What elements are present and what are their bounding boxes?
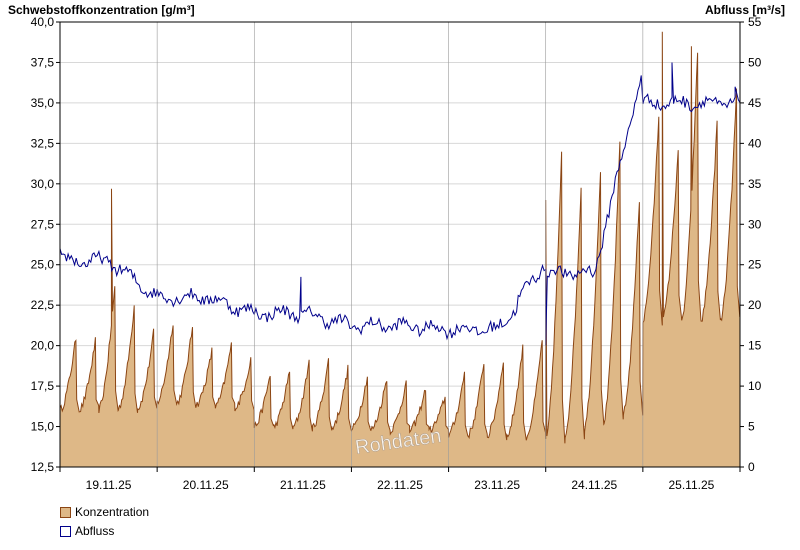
left-tick-label: 40,0 — [31, 15, 55, 29]
right-tick-label: 0 — [748, 460, 755, 474]
left-tick-label: 22,5 — [31, 298, 55, 312]
right-tick-label: 40 — [748, 136, 762, 150]
abfluss-line — [59, 62, 741, 346]
right-tick-label: 50 — [748, 55, 762, 69]
x-tick-label: 20.11.25 — [183, 478, 229, 492]
x-tick-label: 23.11.25 — [474, 478, 520, 492]
konzentration-swatch — [60, 506, 71, 518]
konzentration-area — [60, 31, 740, 467]
x-tick-label: 22.11.25 — [377, 478, 423, 492]
left-axis-title: Schwebstoffkonzentration [g/m³] — [8, 3, 195, 17]
plot-frame — [59, 21, 741, 468]
x-tick-label: 25.11.25 — [669, 478, 715, 492]
right-tick-label: 20 — [748, 298, 762, 312]
right-tick-label: 35 — [748, 177, 762, 191]
left-axis: 12,5 15,0 17,5 20,0 22,5 25,0 27,5 30,0 32,5 35,0… — [31, 15, 60, 474]
left-tick-label: 12,5 — [31, 460, 55, 474]
right-tick-label: 15 — [748, 339, 762, 353]
x-tick-label: 24.11.25 — [571, 478, 617, 492]
left-tick-label: 25,0 — [31, 258, 55, 272]
left-tick-label: 35,0 — [31, 96, 55, 110]
legend-label-konzentration: Konzentration — [75, 505, 150, 519]
left-tick-label: 15,0 — [31, 420, 55, 434]
x-tick-label: 21.11.25 — [280, 478, 326, 492]
x-tick-label: 19.11.25 — [86, 478, 132, 492]
right-axis: 0 5 10 15 20 25 30 35 40 45 50 55 — [740, 15, 762, 474]
left-tick-label: 27,5 — [31, 217, 55, 231]
left-tick-label: 37,5 — [31, 55, 55, 69]
konzentration-edge — [59, 31, 741, 444]
right-tick-label: 45 — [748, 96, 762, 110]
x-axis: 19.11.25 20.11.25 21.11.25 22.11.25 23.11.25… — [59, 467, 741, 492]
day-separators — [156, 22, 644, 467]
right-axis-title: Abfluss [m³/s] — [705, 3, 785, 17]
left-tick-label: 17,5 — [31, 379, 55, 393]
left-tick-label: 30,0 — [31, 177, 55, 191]
left-tick-label: 20,0 — [31, 339, 55, 353]
legend-item-konzentration: Konzentration — [60, 505, 149, 519]
legend-label-abfluss: Abfluss — [75, 524, 115, 538]
right-tick-label: 55 — [748, 15, 762, 29]
right-tick-label: 5 — [748, 420, 755, 434]
right-tick-label: 30 — [748, 217, 762, 231]
abfluss-swatch — [60, 525, 71, 537]
right-tick-label: 10 — [748, 379, 762, 393]
left-tick-label: 32,5 — [31, 136, 55, 150]
right-tick-label: 25 — [748, 258, 762, 272]
legend-item-abfluss: Abfluss — [60, 524, 114, 538]
